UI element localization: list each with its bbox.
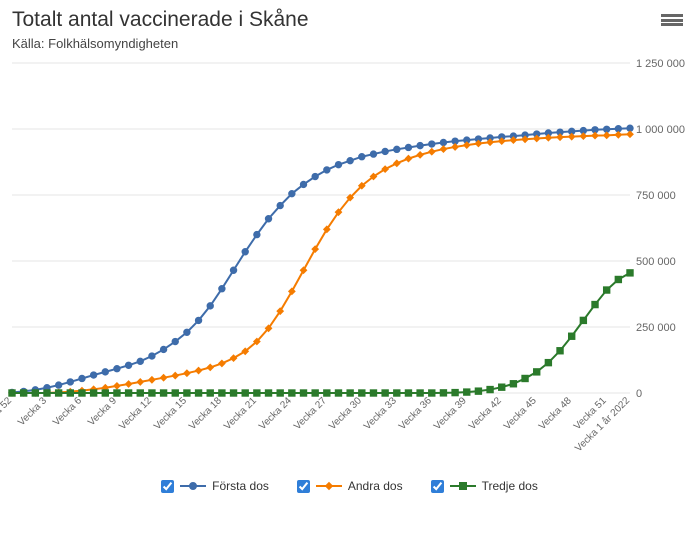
chart-svg: 0 250 000 500 000 750 000 1 000 000 1 250 000… <box>0 53 699 473</box>
legend-marker-icon <box>180 479 206 493</box>
svg-text:1 000 000: 1 000 000 <box>636 124 685 136</box>
svg-text:Vecka 45: Vecka 45 <box>502 395 539 432</box>
svg-text:Vecka 30: Vecka 30 <box>327 395 364 432</box>
chart-title: Totalt antal vaccinerade i Skåne <box>12 8 309 32</box>
svg-text:Vecka 12: Vecka 12 <box>117 395 154 432</box>
legend-checkbox[interactable] <box>297 480 310 493</box>
chart-subtitle: Källa: Folkhälsomyndigheten <box>0 32 699 53</box>
svg-text:Vecka 52: Vecka 52 <box>0 395 14 432</box>
svg-text:Vecka 18: Vecka 18 <box>187 395 224 432</box>
legend-checkbox[interactable] <box>161 480 174 493</box>
legend-item[interactable]: Första dos <box>161 479 269 493</box>
svg-text:Vecka 33: Vecka 33 <box>362 395 399 432</box>
legend-checkbox[interactable] <box>431 480 444 493</box>
menu-icon[interactable] <box>661 8 683 26</box>
legend-label: Andra dos <box>348 479 403 493</box>
svg-text:Vecka 6: Vecka 6 <box>51 395 84 428</box>
svg-text:250 000: 250 000 <box>636 322 676 334</box>
legend-item[interactable]: Tredje dos <box>431 479 538 493</box>
svg-text:Vecka 9: Vecka 9 <box>86 395 119 428</box>
svg-text:Vecka 15: Vecka 15 <box>152 395 189 432</box>
legend-marker-icon <box>316 479 342 493</box>
svg-text:Vecka 21: Vecka 21 <box>222 395 259 432</box>
chart-legend: Första dos Andra dos Tredje dos <box>0 473 699 493</box>
svg-text:0: 0 <box>636 388 642 400</box>
legend-label: Tredje dos <box>482 479 538 493</box>
svg-text:Vecka 3: Vecka 3 <box>16 395 49 428</box>
svg-text:Vecka 48: Vecka 48 <box>537 395 574 432</box>
chart-plot-area: 0 250 000 500 000 750 000 1 000 000 1 250 000… <box>0 53 699 473</box>
svg-text:Vecka 36: Vecka 36 <box>397 395 434 432</box>
svg-text:1 250 000: 1 250 000 <box>636 58 685 70</box>
legend-label: Första dos <box>212 479 269 493</box>
legend-item[interactable]: Andra dos <box>297 479 403 493</box>
svg-text:Vecka 24: Vecka 24 <box>257 395 294 432</box>
svg-text:750 000: 750 000 <box>636 190 676 202</box>
svg-text:Vecka 42: Vecka 42 <box>467 395 504 432</box>
svg-text:Vecka 39: Vecka 39 <box>432 395 469 432</box>
legend-marker-icon <box>450 479 476 493</box>
svg-text:500 000: 500 000 <box>636 256 676 268</box>
svg-text:Vecka 27: Vecka 27 <box>292 395 329 432</box>
chart-header: Totalt antal vaccinerade i Skåne <box>0 0 699 32</box>
